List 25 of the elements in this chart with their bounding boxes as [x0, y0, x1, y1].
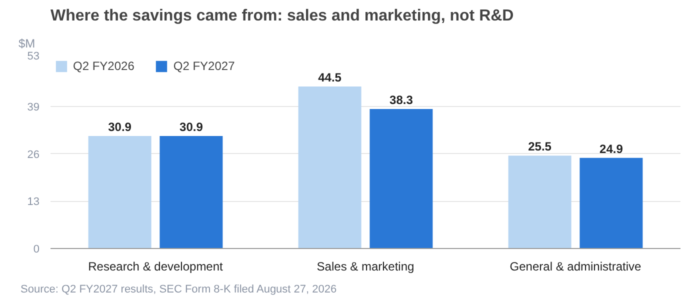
- bar: [508, 156, 572, 248]
- y-tick-label: 13: [27, 196, 40, 208]
- y-tick-label: 39: [27, 101, 40, 114]
- bar: [88, 136, 152, 248]
- data-label: 38.3: [390, 93, 414, 108]
- y-tick-label: 53: [27, 50, 40, 62]
- bar: [160, 136, 223, 248]
- data-label: 24.9: [600, 142, 624, 156]
- legend-label: Q2 FY2027: [173, 59, 235, 73]
- bar: [580, 158, 643, 248]
- data-label: 30.9: [180, 120, 204, 134]
- y-axis-title: $M: [18, 36, 36, 50]
- data-label: 30.9: [108, 120, 132, 134]
- x-tick-label: General & administrative: [510, 260, 642, 274]
- source-note: Source: Q2 FY2027 results, SEC Form 8-K filed August 27, 2026: [20, 284, 337, 296]
- chart-title: Where the savings came from: sales and marketing, not R&D: [50, 8, 514, 24]
- x-tick-label: Sales & marketing: [316, 260, 414, 274]
- x-tick-label: Research & development: [88, 260, 224, 274]
- data-label: 25.5: [528, 140, 552, 154]
- bar: [298, 86, 362, 248]
- y-tick-label: 26: [27, 148, 40, 161]
- bar: [370, 109, 433, 248]
- legend-label: Q2 FY2026: [73, 59, 134, 73]
- data-label: 44.5: [318, 70, 342, 84]
- y-tick-label: 0: [33, 244, 40, 256]
